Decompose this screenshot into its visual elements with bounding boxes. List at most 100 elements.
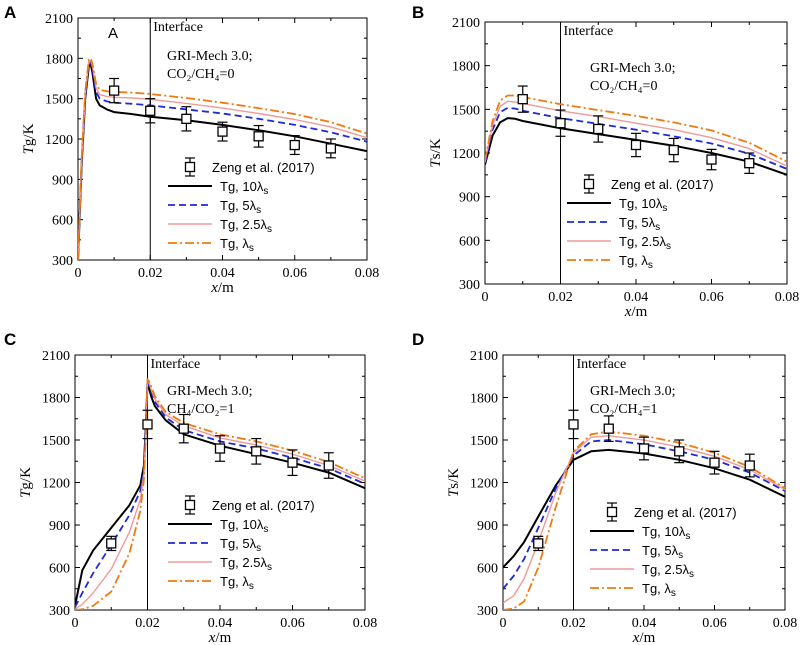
square-marker (709, 457, 720, 468)
square-marker (108, 85, 120, 96)
experiment-point (145, 98, 156, 124)
y-tick-label: 1500 (45, 93, 73, 108)
experiment-point (325, 138, 337, 159)
interface-label: Interface (153, 20, 203, 35)
x-tick-label: 0.04 (208, 616, 233, 631)
y-tick-label: 600 (49, 562, 70, 577)
square-marker (106, 538, 117, 549)
square-marker (142, 419, 153, 430)
experiment-point (178, 413, 189, 444)
square-marker (217, 126, 228, 137)
mechanism-annotation: GRI-Mech 3.0; (590, 61, 676, 76)
x-tick-label: 0 (482, 290, 489, 305)
y-axis-label: Tg/K (21, 123, 37, 154)
experiment-point (106, 535, 117, 552)
square-marker (517, 93, 528, 105)
y-tick-label: 1800 (45, 52, 73, 67)
experiment-point (253, 124, 264, 148)
y-tick-label: 1800 (42, 392, 70, 407)
legend-label-tg10: Tg, 10λs (220, 179, 268, 197)
legend-label-experiment: Zeng et al. (2017) (212, 160, 315, 175)
y-tick-label: 300 (477, 604, 498, 619)
legend-square-marker (184, 499, 196, 511)
y-tick-label: 1200 (42, 477, 70, 492)
x-tick-label: 0 (72, 616, 79, 631)
panel-letter: A (4, 3, 16, 22)
mechanism-annotation: CO₂/CH₄=0 (167, 67, 234, 82)
square-marker (287, 457, 298, 468)
y-tick-label: 2100 (42, 349, 70, 364)
square-marker (181, 113, 192, 124)
inner-label: A (108, 25, 118, 42)
y-tick-label: 1500 (452, 103, 480, 118)
y-tick-label: 2100 (470, 349, 498, 364)
mechanism-annotation: GRI-Mech 3.0; (167, 384, 253, 399)
x-tick-label: 0.06 (283, 266, 308, 281)
experiment-point (214, 435, 226, 462)
legend-label-tg10: Tg, 10λs (619, 196, 667, 214)
experiment-point (744, 453, 755, 478)
x-tick-label: 0.04 (210, 266, 235, 281)
x-tick-label: 0 (500, 616, 507, 631)
legend-label-tg1: Tg, λs (619, 253, 653, 271)
legend-label-tg5: Tg, 5λs (220, 198, 261, 216)
series-line-tg1 (485, 94, 787, 163)
mechanism-annotation: CH₄/CO₂=1 (167, 402, 234, 417)
series-line-tg1 (503, 430, 785, 610)
square-marker (744, 460, 755, 471)
x-tick-label: 0.06 (280, 616, 305, 631)
interface-label: Interface (577, 357, 627, 372)
x-tick-label: 0.08 (773, 616, 798, 631)
square-marker (325, 143, 337, 154)
experiment-point (517, 85, 528, 113)
series-line-tg1 (78, 57, 367, 260)
square-marker (289, 139, 300, 151)
experiment-point (706, 148, 717, 171)
series-group (485, 94, 787, 176)
experiment-point (668, 137, 679, 163)
panel-letter: B (412, 3, 424, 22)
square-marker (555, 118, 566, 129)
experiment-point (181, 106, 192, 132)
series-group (78, 57, 367, 260)
experiment-point (630, 132, 642, 158)
square-marker (668, 144, 679, 156)
legend-label-tg1: Tg, λs (642, 581, 676, 599)
legend-label-experiment: Zeng et al. (2017) (634, 505, 737, 520)
y-tick-label: 1500 (42, 434, 70, 449)
experiment-point (251, 437, 262, 465)
y-tick-label: 1200 (452, 147, 480, 162)
legend-label-tg5: Tg, 5λs (220, 536, 261, 554)
experiment-point (638, 436, 650, 461)
square-marker (630, 139, 642, 151)
y-tick-label: 1800 (470, 392, 498, 407)
y-tick-label: 900 (49, 519, 70, 534)
legend-label-tg10: Tg, 10λs (220, 517, 268, 535)
y-tick-label: 300 (49, 604, 70, 619)
series-line-tg25 (485, 100, 787, 167)
square-marker (214, 443, 226, 454)
legend-label-tg25: Tg, 2.5λs (619, 234, 671, 252)
x-tick-label: 0.08 (353, 616, 378, 631)
legend-label-tg5: Tg, 5λs (619, 215, 660, 233)
legend-label-tg1: Tg, λs (220, 574, 254, 592)
experiment-point (674, 439, 685, 464)
experiment-point (568, 409, 579, 440)
legend-square-marker (583, 178, 595, 190)
y-tick-label: 2100 (452, 16, 480, 31)
y-tick-label: 1200 (470, 477, 498, 492)
experiment-point (323, 452, 334, 479)
y-tick-label: 900 (477, 519, 498, 534)
mechanism-annotation: CO₂/CH₄=1 (590, 402, 657, 417)
legend-label-tg25: Tg, 2.5λs (220, 555, 272, 573)
experiment-point (555, 109, 566, 137)
y-tick-label: 300 (52, 254, 73, 269)
x-axis-label: x/m (208, 630, 232, 645)
legend-square-marker (606, 506, 618, 518)
square-marker (674, 446, 685, 457)
square-marker (638, 443, 650, 454)
